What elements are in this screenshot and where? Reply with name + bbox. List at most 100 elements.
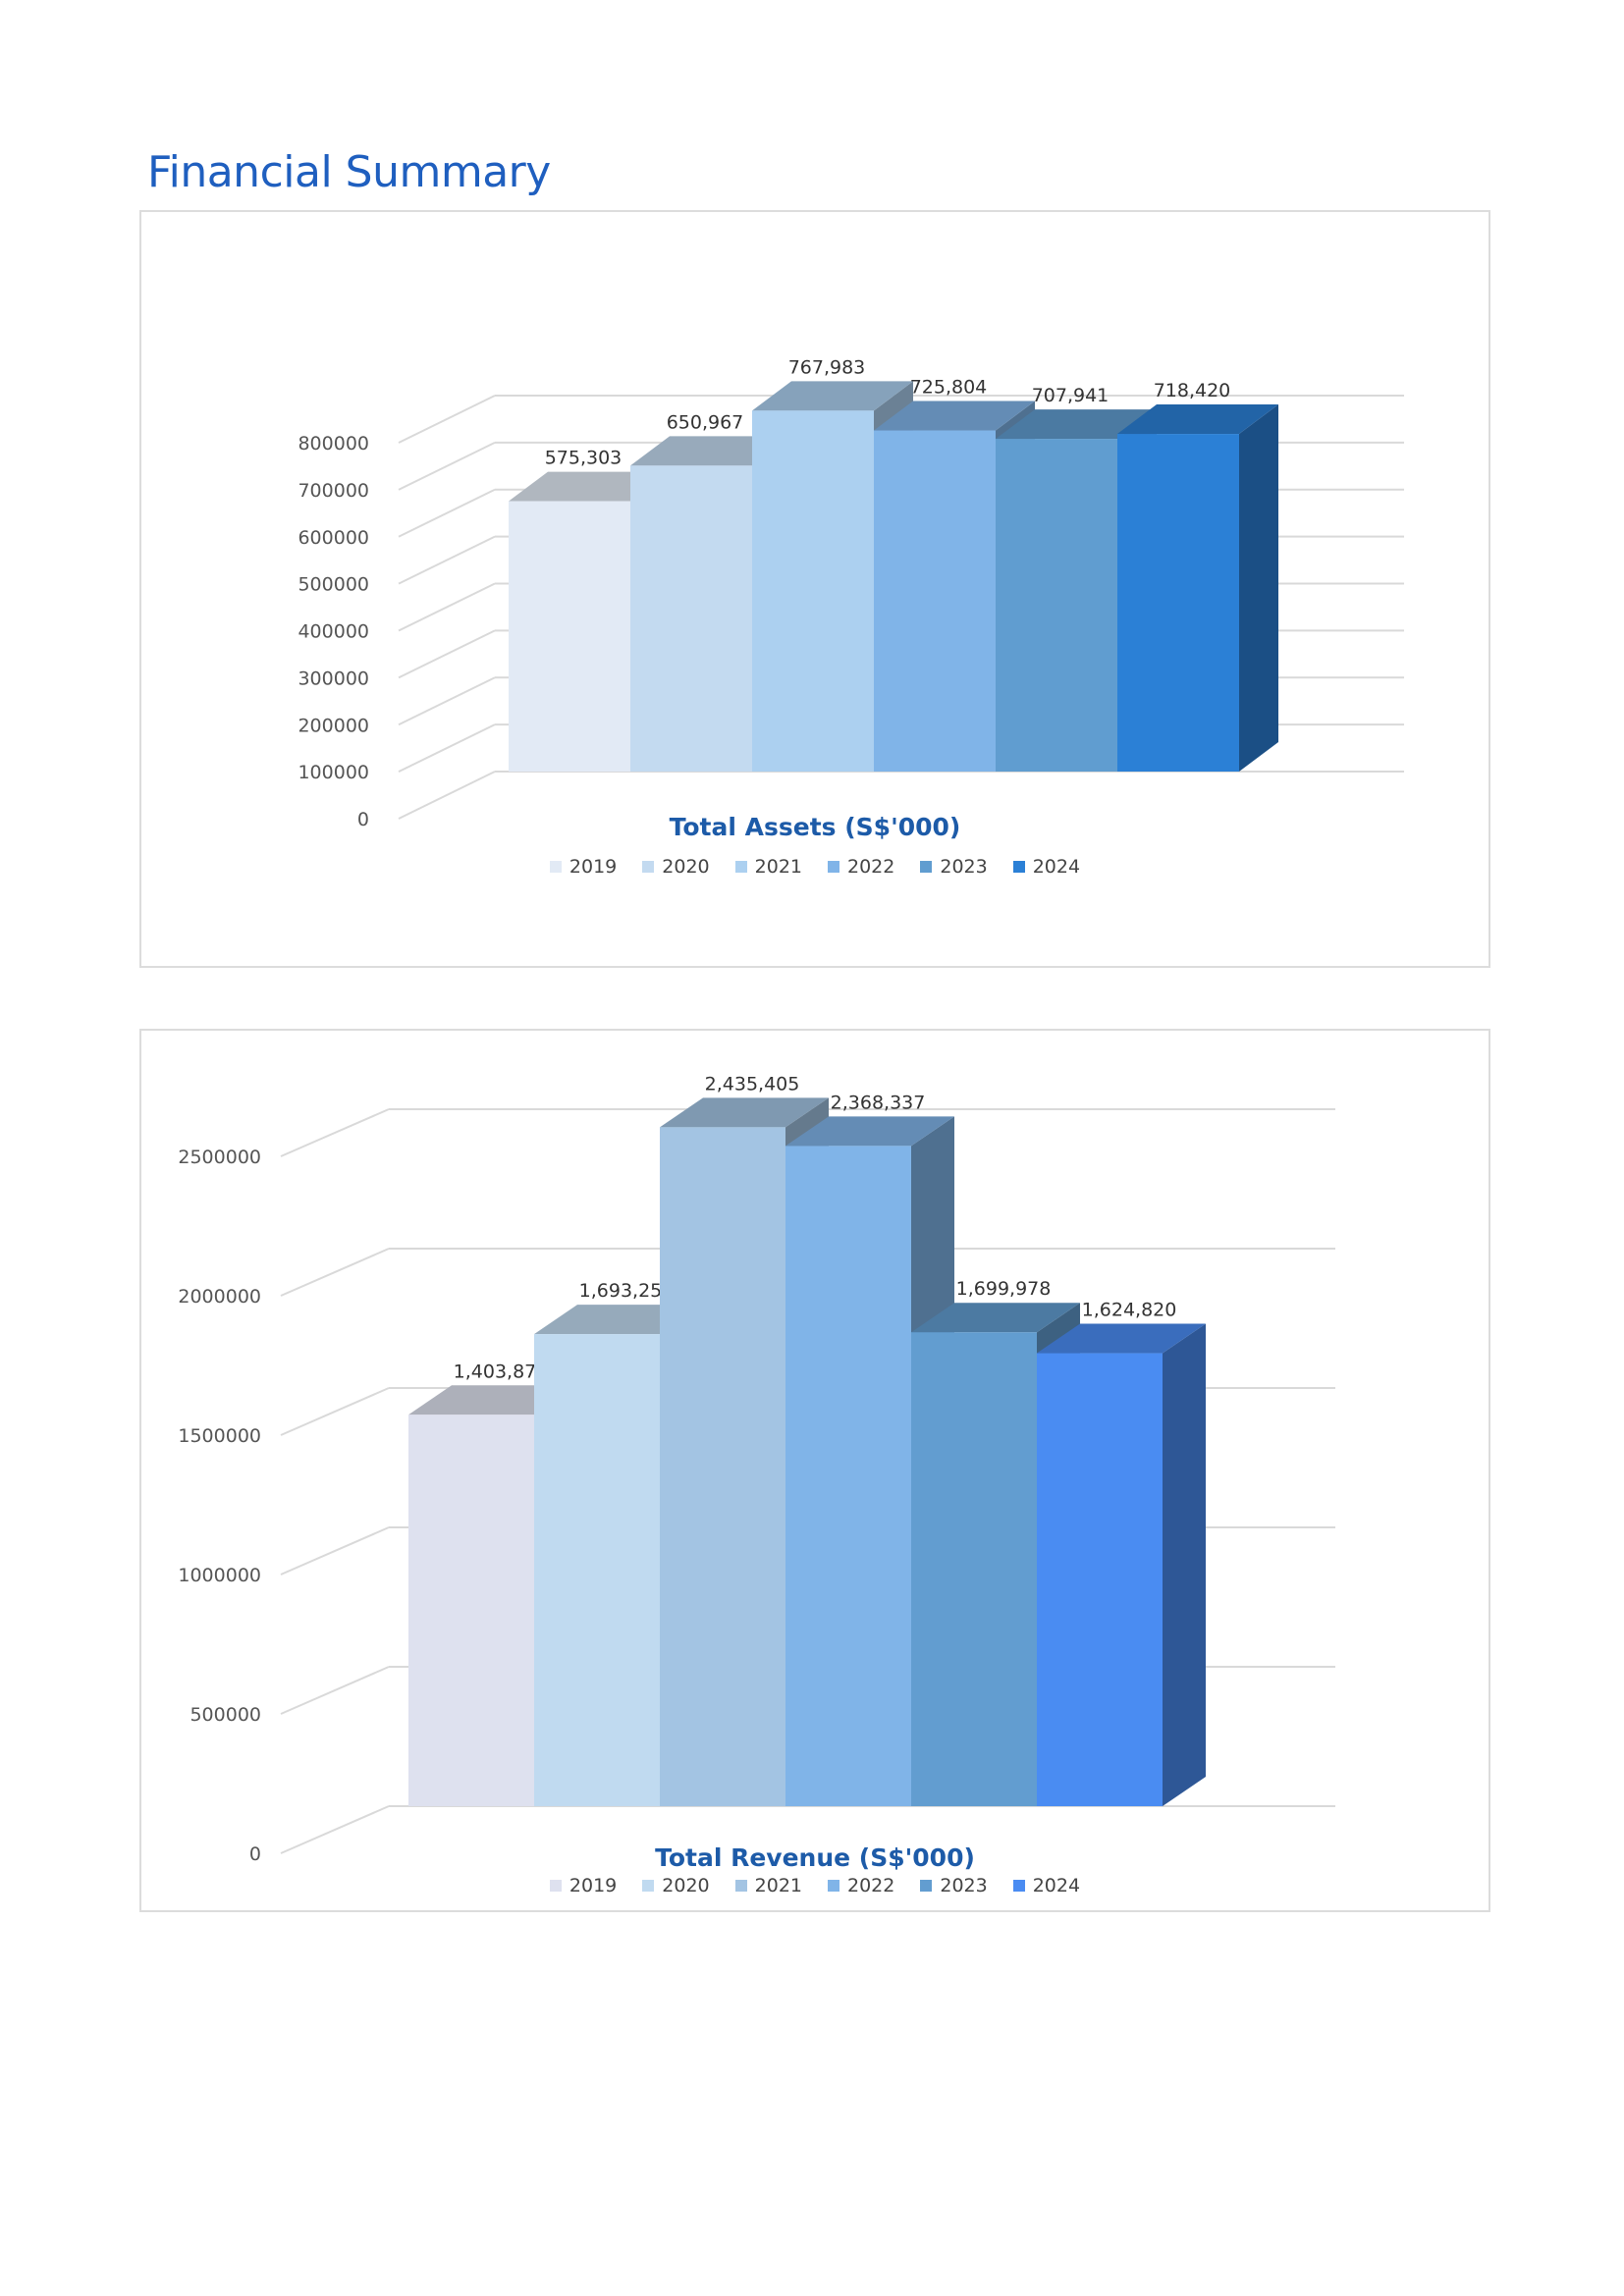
bar-side-2024 (1163, 1323, 1206, 1806)
data-label: 1,693,259 (579, 1280, 675, 1302)
legend-label: 2023 (940, 1875, 988, 1896)
legend-item-2023: 2023 (920, 1875, 988, 1896)
y-tick-label: 1500000 (178, 1425, 261, 1447)
legend-swatch (734, 861, 747, 873)
legend-swatch (734, 1880, 747, 1892)
legend-item-2019: 2019 (549, 1875, 618, 1896)
bar-2020 (534, 1334, 660, 1806)
legend-swatch (828, 861, 839, 873)
y-tick-label: 2000000 (178, 1286, 261, 1308)
bar-top-2024 (1037, 1323, 1206, 1354)
legend-label: 2024 (1032, 856, 1081, 878)
bar-top-2021 (660, 1097, 829, 1128)
bar-2020 (630, 465, 752, 772)
page-title: Financial Summary (147, 147, 551, 197)
gridline-diagonal (398, 582, 496, 632)
legend-item-2019: 2019 (549, 856, 618, 878)
bar-2021 (752, 410, 874, 772)
gridline-diagonal (280, 1108, 390, 1157)
data-label: 767,983 (788, 356, 866, 378)
y-tick-label: 400000 (298, 621, 369, 643)
legend-label: 2019 (568, 856, 618, 878)
y-tick-label: 300000 (298, 667, 369, 689)
gridline-diagonal (280, 1666, 390, 1715)
bar-2022 (874, 430, 996, 772)
legend-item-2021: 2021 (734, 856, 802, 878)
y-tick-label: 2500000 (178, 1147, 261, 1168)
y-tick-label: 700000 (298, 480, 369, 502)
legend-label: 2024 (1032, 1875, 1081, 1896)
legend-swatch (828, 1880, 839, 1892)
legend-item-2024: 2024 (1012, 856, 1081, 878)
chart-title: Total Revenue (S$'000) (655, 1843, 975, 1872)
legend-label: 2023 (940, 856, 988, 878)
data-label: 707,941 (1032, 385, 1110, 406)
gridline-diagonal (280, 1248, 390, 1297)
bar-top-2023 (911, 1303, 1080, 1333)
legend-item-2023: 2023 (920, 856, 988, 878)
legend-swatch (1012, 1880, 1025, 1892)
bar-top-2019 (509, 471, 670, 502)
bar-2019 (509, 501, 630, 772)
data-label: 1,624,820 (1082, 1300, 1177, 1321)
data-label: 650,967 (667, 411, 744, 433)
total-revenue-chart: 0 500000 1000000 1500000 2000000 2500000 1,403… (178, 1073, 1335, 1865)
y-tick-label: 600000 (298, 527, 369, 549)
bar-top-2024 (1117, 404, 1278, 435)
chart-legend: 2019 2020 2021 2022 2023 2024 (141, 856, 1489, 878)
bar-top-2022 (785, 1116, 954, 1147)
data-label: 1,699,978 (956, 1278, 1052, 1300)
gridline-diagonal (398, 723, 496, 774)
y-tick-label: 0 (357, 809, 369, 830)
bar-top-2021 (752, 381, 913, 411)
legend-swatch (549, 861, 562, 873)
bar-2019 (408, 1415, 534, 1806)
y-tick-label: 200000 (298, 715, 369, 736)
total-revenue-chart-panel: 0 500000 1000000 1500000 2000000 2500000 1,403… (139, 1029, 1490, 1912)
gridline-diagonal (280, 1526, 390, 1575)
gridline-diagonal (398, 488, 496, 538)
y-tick-label: 0 (249, 1843, 261, 1865)
data-label: 2,368,337 (831, 1092, 926, 1113)
total-assets-chart: 0 100000 200000 300000 400000 500000 600000 700… (298, 356, 1404, 830)
legend-item-2022: 2022 (828, 1875, 894, 1896)
y-tick-label: 500000 (189, 1704, 261, 1726)
bar-top-2020 (630, 436, 791, 466)
legend-item-2020: 2020 (642, 856, 710, 878)
legend-label: 2019 (568, 1875, 618, 1896)
legend-swatch (642, 1880, 655, 1892)
legend-item-2024: 2024 (1012, 1875, 1081, 1896)
gridline-diagonal (398, 771, 496, 820)
legend-item-2020: 2020 (642, 1875, 710, 1896)
legend-swatch (920, 1880, 933, 1892)
gridline-diagonal (398, 629, 496, 679)
legend-label: 2020 (662, 1875, 710, 1896)
total-assets-chart-panel: 0 100000 200000 300000 400000 500000 600000 700… (139, 210, 1490, 968)
chart-legend: 2019 2020 2021 2022 2023 2024 (141, 1875, 1489, 1896)
gridline-diagonal (280, 1805, 390, 1854)
y-tick-label: 500000 (298, 574, 369, 596)
gridline-diagonal (280, 1387, 390, 1436)
bar-2022 (785, 1146, 911, 1806)
data-label: 718,420 (1154, 380, 1231, 401)
gridline-diagonal (398, 441, 496, 491)
legend-swatch (549, 1880, 562, 1892)
data-label: 725,804 (910, 377, 988, 399)
y-tick-label: 1000000 (178, 1565, 261, 1586)
legend-label: 2021 (754, 1875, 802, 1896)
gridline-diagonal (398, 535, 496, 585)
bar-top-2022 (874, 400, 1035, 431)
legend-label: 2021 (754, 856, 802, 878)
bar-2021 (660, 1127, 785, 1806)
gridline-diagonal (398, 676, 496, 726)
legend-item-2022: 2022 (828, 856, 894, 878)
y-tick-label: 800000 (298, 433, 369, 454)
legend-swatch (1012, 861, 1025, 873)
y-tick-label: 100000 (298, 762, 369, 783)
bar-2023 (911, 1332, 1037, 1806)
legend-label: 2022 (847, 1875, 895, 1896)
bar-2024 (1037, 1353, 1163, 1806)
legend-swatch (920, 861, 933, 873)
legend-swatch (642, 861, 655, 873)
data-label: 575,303 (545, 448, 623, 469)
